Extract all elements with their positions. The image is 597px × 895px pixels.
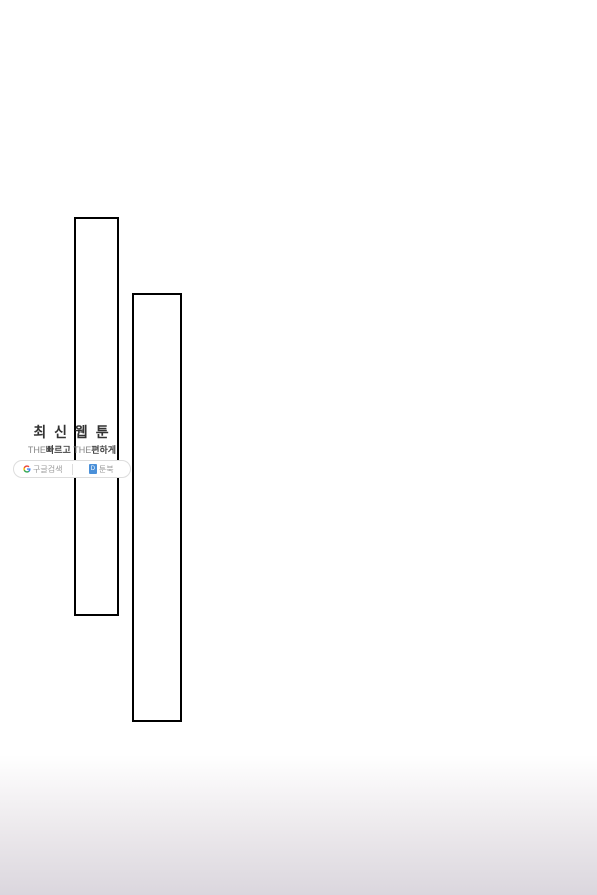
gradient-background xyxy=(0,755,597,895)
overlay-title: 최 신 웹 툰 xyxy=(11,422,133,442)
google-icon xyxy=(23,465,31,473)
overlay-subtitle: THE빠르고 THE편하게 xyxy=(11,443,133,456)
google-search-section[interactable]: 구글검색 xyxy=(14,464,73,475)
overlay-promo-block: 최 신 웹 툰 THE빠르고 THE편하게 구글검색 D 툰북 xyxy=(11,422,133,478)
book-icon: D xyxy=(89,464,97,474)
toonbook-section[interactable]: D 툰북 xyxy=(73,464,131,475)
subtitle-prefix-1: THE xyxy=(28,445,46,455)
toonbook-label: 툰북 xyxy=(99,464,114,475)
search-pill[interactable]: 구글검색 D 툰북 xyxy=(13,460,131,478)
subtitle-prefix-2: THE xyxy=(73,445,91,455)
rectangle-1 xyxy=(74,217,119,616)
rectangle-2 xyxy=(132,293,182,722)
subtitle-bold-2: 편하게 xyxy=(91,445,116,455)
google-search-label: 구글검색 xyxy=(33,464,62,475)
subtitle-bold-1: 빠르고 xyxy=(46,445,71,455)
